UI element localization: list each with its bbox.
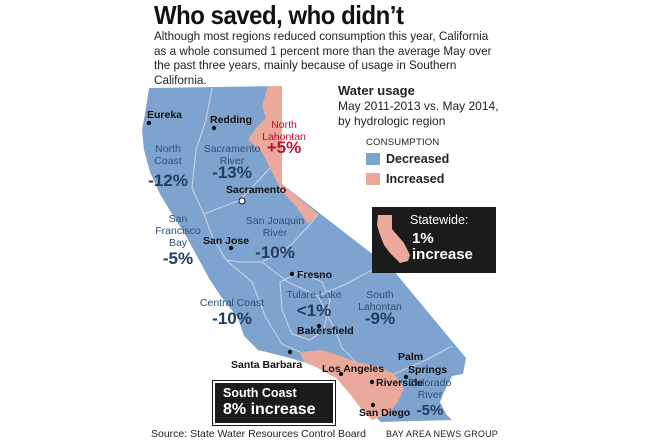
city-label: Bakersfield xyxy=(297,325,354,337)
region-south-coast xyxy=(300,350,404,420)
south-coast-callout: South Coast 8% increase xyxy=(212,380,336,426)
city-label: Palm xyxy=(398,351,423,363)
city-dot xyxy=(338,371,344,377)
region-name: River xyxy=(220,155,245,167)
region-name: Sacramento xyxy=(204,143,261,155)
region-name: San Joaquin xyxy=(246,215,305,227)
south-coast-name: South Coast xyxy=(223,386,297,400)
subtitle: Although most regions reduced consumptio… xyxy=(154,29,492,87)
headline: Who saved, who didn’t xyxy=(154,0,404,30)
city-label: San Diego xyxy=(359,407,410,419)
region-name: North xyxy=(155,143,181,155)
city-dot xyxy=(146,120,152,126)
legend-swatch-increased xyxy=(366,173,380,185)
statewide-value-line2: increase xyxy=(412,246,473,263)
region-name: River xyxy=(263,227,288,239)
legend-label-increased: Increased xyxy=(386,172,445,186)
south-coast-value: 8% increase xyxy=(223,401,316,418)
city-label: Riverside xyxy=(376,377,423,389)
city-label: Santa Barbara xyxy=(231,359,302,371)
legend-item-increased: Increased xyxy=(366,172,444,186)
city-label: Eureka xyxy=(147,109,182,121)
source-credit: Source: State Water Resources Control Bo… xyxy=(151,428,366,440)
legend-description: May 2011-2013 vs. May 2014, by hydrologi… xyxy=(338,99,499,128)
legend-title: Water usage xyxy=(338,83,415,98)
legend-item-decreased: Decreased xyxy=(366,152,449,166)
city-dot xyxy=(370,402,376,408)
city-dot xyxy=(316,323,322,329)
region-name: South xyxy=(366,289,394,301)
region-name: Lahontan xyxy=(358,301,402,313)
region-north-lahontan xyxy=(248,86,318,224)
region-label: Central Coast-10% xyxy=(200,297,264,328)
legend-swatch-decreased xyxy=(366,153,380,165)
region-name: River xyxy=(418,389,443,401)
statewide-value: 1% increase xyxy=(412,231,492,263)
statewide-callout: Statewide: 1% increase xyxy=(372,207,496,273)
region-change-value: <1% xyxy=(297,301,332,320)
region-name: Bay xyxy=(169,237,188,249)
city-label-line2: Springs xyxy=(408,364,447,376)
california-outline xyxy=(142,86,466,422)
region-name: Francisco xyxy=(155,225,201,237)
region-boundaries xyxy=(191,87,453,375)
city-dot xyxy=(369,379,375,385)
region-name: Coast xyxy=(154,155,182,167)
statewide-label: Statewide: xyxy=(410,213,469,227)
region-name: Lahontan xyxy=(262,131,306,143)
region-name: Central Coast xyxy=(200,297,264,309)
city-label: Los Angeles xyxy=(322,363,384,375)
statewide-value-line1: 1% xyxy=(412,230,434,247)
city-dot xyxy=(211,125,217,131)
city-dot xyxy=(238,197,246,205)
city-dot xyxy=(403,374,409,380)
city-dot xyxy=(287,349,293,355)
region-change-value: -10% xyxy=(255,243,295,262)
california-silhouette-icon xyxy=(377,215,410,263)
region-change-value: -12% xyxy=(148,171,188,190)
legend-label-decreased: Decreased xyxy=(386,152,450,166)
legend-heading: CONSUMPTION xyxy=(366,137,440,148)
region-label: Tulare Lake<1% xyxy=(286,289,341,320)
city-dot xyxy=(228,245,234,251)
region-change-value: -9% xyxy=(365,309,395,328)
region-change-value: -10% xyxy=(212,309,252,328)
region-name: Colorado xyxy=(409,377,452,389)
region-change-value: -13% xyxy=(212,163,252,182)
region-name: North xyxy=(271,119,297,131)
region-change-value: -5% xyxy=(417,402,444,419)
city-dot xyxy=(289,271,295,277)
region-name: Tulare Lake xyxy=(286,289,341,301)
region-name: San xyxy=(169,213,188,225)
publisher-credit: BAY AREA NEWS GROUP xyxy=(386,429,498,439)
region-change-value: +5% xyxy=(267,138,302,157)
city-label: Redding xyxy=(210,114,252,126)
region-change-value: -5% xyxy=(163,249,193,268)
city-markers: Eureka Redding Sacramento San Jose Fresn… xyxy=(146,109,447,419)
city-label: Sacramento xyxy=(226,184,286,196)
city-label: Fresno xyxy=(297,269,332,281)
city-label: San Jose xyxy=(203,235,249,247)
